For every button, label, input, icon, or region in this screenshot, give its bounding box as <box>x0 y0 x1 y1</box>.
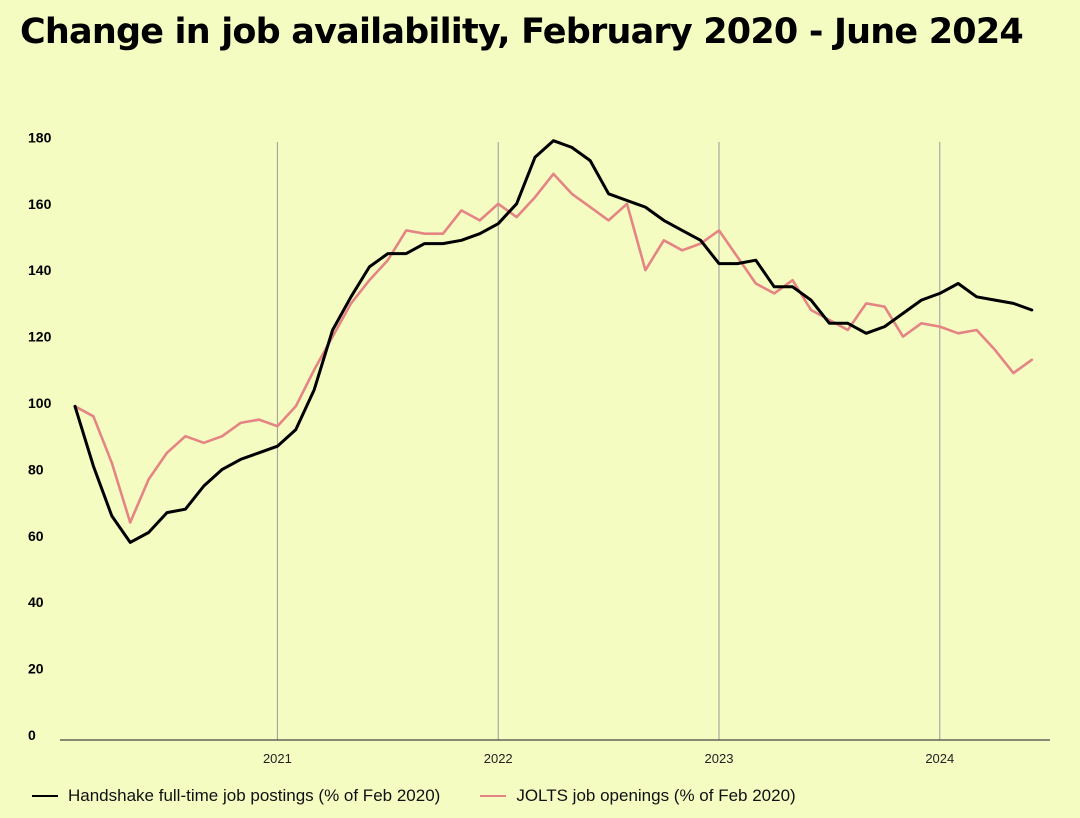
legend-swatch-jolts <box>480 795 507 797</box>
legend-label-handshake: Handshake full-time job postings (% of F… <box>68 786 441 805</box>
x-tick-label: 2023 <box>705 751 734 766</box>
legend-label-jolts: JOLTS job openings (% of Feb 2020) <box>516 786 796 805</box>
legend: Handshake full-time job postings (% of F… <box>32 786 836 806</box>
legend-item-jolts: JOLTS job openings (% of Feb 2020) <box>480 786 796 806</box>
y-tick-label: 140 <box>28 262 52 278</box>
grid-layer <box>276 142 941 740</box>
x-tick-label: 2021 <box>263 751 292 766</box>
y-tick-label: 120 <box>28 329 52 345</box>
series-layer <box>73 139 1034 544</box>
axis-layer: 0 20 40 60 80 100 120 140 160 180 2021 2022 2023 2024 <box>28 129 1050 766</box>
y-tick-label: 60 <box>28 528 44 544</box>
x-tick-label: 2022 <box>484 751 513 766</box>
y-tick-label: 180 <box>28 129 52 145</box>
y-tick-label: 20 <box>28 661 44 677</box>
x-tick-label: 2024 <box>925 751 954 766</box>
y-tick-label: 0 <box>28 727 36 743</box>
chart-title: Change in job availability, February 202… <box>20 12 1024 52</box>
legend-item-handshake: Handshake full-time job postings (% of F… <box>32 786 440 806</box>
y-tick-label: 40 <box>28 594 44 610</box>
y-tick-label: 100 <box>28 395 52 411</box>
series-line-jolts <box>73 172 1034 524</box>
series-line-handshake <box>73 139 1034 544</box>
legend-swatch-handshake <box>32 795 58 797</box>
y-tick-label: 80 <box>28 461 44 477</box>
y-tick-label: 160 <box>28 196 52 212</box>
